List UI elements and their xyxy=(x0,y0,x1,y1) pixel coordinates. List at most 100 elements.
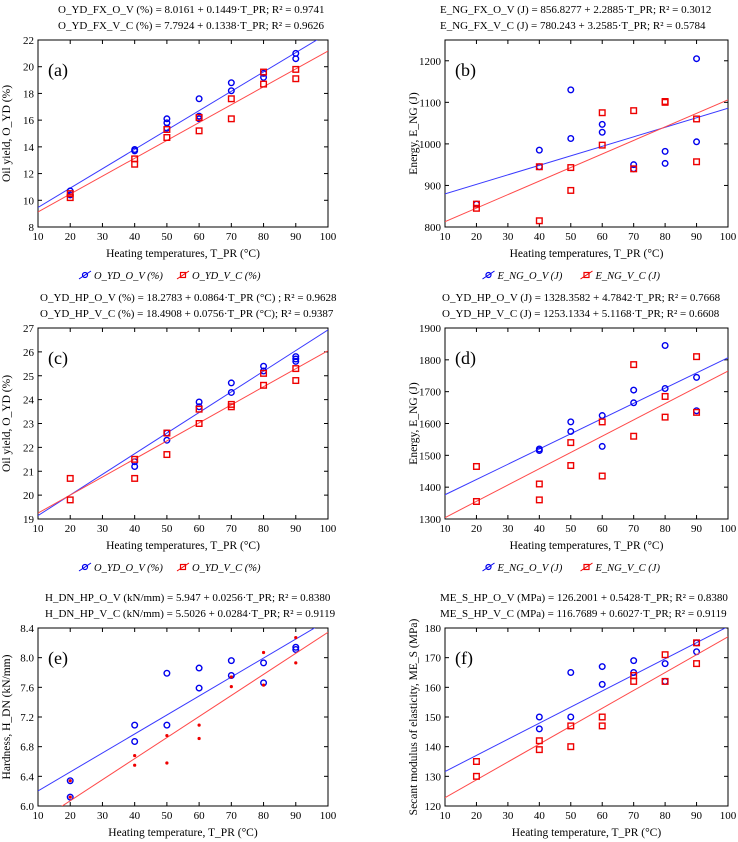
panel-b-point-o_v xyxy=(567,86,575,94)
panel-c-point-v_c xyxy=(163,429,171,437)
panel-b-ytick-label: 900 xyxy=(425,180,442,192)
panel-b-ytick-label: 1000 xyxy=(419,139,442,151)
panel-e-ytick-label: 6.0 xyxy=(20,801,34,813)
panel-a-ylabel: Oil yield, O_YD (%) xyxy=(1,85,13,182)
panel-a-legend-line xyxy=(176,270,190,280)
panel-a-point-v_c xyxy=(260,68,268,76)
panel-d-ytick-label: 1400 xyxy=(419,482,442,494)
panel-e-point-v_c xyxy=(229,684,233,689)
panel-b-xtick-label: 50 xyxy=(565,231,577,243)
panel-a-point-v_c xyxy=(227,115,235,123)
panel-c-ytick-label: 19 xyxy=(23,514,35,526)
panel-a-legend-label: O_YD_O_V (%) xyxy=(94,271,163,282)
panel-f-point-o_v xyxy=(598,680,606,688)
panel-d-point-v_c xyxy=(472,497,480,505)
panel-e-point-v_c xyxy=(197,723,201,727)
panel-e-point-o_v xyxy=(227,657,235,665)
panel-a-xtick-label: 100 xyxy=(320,231,337,243)
panel-e-point-v_c xyxy=(68,779,72,783)
panel-b-fit-v_c xyxy=(445,99,728,223)
panel-e-point-v_c xyxy=(133,763,137,767)
panel-f-point-o_v xyxy=(661,677,669,685)
panel-d-ylabel: Energy, E_NG (J) xyxy=(408,382,420,465)
panel-a-xtick-label: 10 xyxy=(33,231,45,243)
panel-a-fit-v_c xyxy=(38,50,328,213)
panel-d-fit-v_c xyxy=(445,370,728,519)
panel-f-ytick-label: 170 xyxy=(425,653,442,665)
panel-a-xtick-label: 60 xyxy=(194,231,206,243)
panel-b-xtick-label: 80 xyxy=(660,231,672,243)
panel-d-xtick-label: 70 xyxy=(628,523,640,535)
panel-a-xtick-label: 40 xyxy=(129,231,141,243)
panel-c-xtick-label: 90 xyxy=(290,523,302,535)
panel-a-point-o_v xyxy=(227,79,235,87)
panel-c-point-v_c xyxy=(227,400,235,408)
panel-d-legend-marker xyxy=(485,563,492,571)
panel-c-ytick-label: 25 xyxy=(23,371,35,383)
panel-c-xtick-label: 20 xyxy=(65,523,77,535)
panel-a-point-o_v xyxy=(195,95,203,103)
panel-d-xtick-label: 90 xyxy=(691,523,703,535)
panel-d-point-v_c xyxy=(630,432,638,440)
panel-c-xtick-label: 100 xyxy=(320,523,337,535)
panel-d-xtick-label: 10 xyxy=(440,523,452,535)
panel-d-point-o_v xyxy=(598,442,606,450)
panel-d-frame xyxy=(444,327,729,520)
panel-a-point-v_c xyxy=(195,127,203,135)
panel-c-xtick-label: 80 xyxy=(258,523,270,535)
panel-f-point-v_c xyxy=(661,677,669,685)
panel-a-point-v_c xyxy=(227,95,235,103)
panel-d-point-o_v xyxy=(661,342,669,350)
panel-e-xtick-label: 90 xyxy=(290,810,302,822)
panel-d-ytick-label: 1700 xyxy=(419,387,442,399)
panel-d-point-o_v xyxy=(567,418,575,426)
panel-f-point-o_v xyxy=(535,725,543,733)
panel-a-equation-2: O_YD_FX_V_C (%) = 7.7924 + 0.1338·T_PR; … xyxy=(58,20,325,32)
panel-c-fit-v_c xyxy=(38,350,328,514)
panel-d-ytick-label: 1500 xyxy=(419,450,442,462)
panel-c-point-v_c xyxy=(292,365,300,373)
panel-d-point-v_c xyxy=(598,472,606,480)
panel-c-xtick-label: 10 xyxy=(33,523,45,535)
panel-b-point-o_v xyxy=(693,55,701,63)
panel-e-point-v_c xyxy=(261,683,266,687)
panel-a-label: (a) xyxy=(48,60,68,81)
panel-d-point-v_c xyxy=(693,353,701,361)
panel-a-xtick-label: 80 xyxy=(258,231,270,243)
panel-f-point-o_v xyxy=(535,713,543,721)
panel-b-point-v_c xyxy=(598,141,606,149)
panel-c-point-v_c xyxy=(260,369,268,377)
panel-e-frame xyxy=(37,627,329,807)
panel-a-point-o_v xyxy=(292,49,300,57)
panel-d-point-v_c xyxy=(661,413,669,421)
panel-e-xtick-label: 20 xyxy=(65,810,77,822)
panel-a-ytick-label: 22 xyxy=(23,35,34,47)
panel-f-label: (f) xyxy=(455,648,473,669)
panel-c-xtick-label: 70 xyxy=(226,523,238,535)
panel-d-point-v_c xyxy=(535,480,543,488)
panel-b-xtick-label: 70 xyxy=(628,231,640,243)
panel-e-point-o_v xyxy=(131,721,139,729)
panel-f-point-v_c xyxy=(567,743,575,751)
panel-b-xtick-label: 20 xyxy=(471,231,483,243)
panel-a-ytick-label: 20 xyxy=(23,62,35,74)
panel-c-legend-label: O_YD_V_C (%) xyxy=(192,563,261,574)
panel-d-xtick-label: 60 xyxy=(597,523,609,535)
panel-b-point-o_v xyxy=(598,120,606,128)
panel-f-ytick-label: 130 xyxy=(425,771,442,783)
panel-a-ytick-label: 8 xyxy=(29,222,35,234)
panel-d-point-v_c xyxy=(535,496,543,504)
panel-c-ytick-label: 24 xyxy=(23,395,35,407)
panel-c-frame xyxy=(37,327,329,520)
panel-b-point-v_c xyxy=(693,115,701,123)
panel-e-ytick-label: 7.2 xyxy=(20,712,34,724)
panel-c-legend-marker xyxy=(179,563,187,571)
panel-b-point-v_c xyxy=(661,98,669,106)
panel-c-point-v_c xyxy=(131,474,139,482)
panel-f-point-o_v xyxy=(598,663,606,671)
panel-b-legend-line xyxy=(580,270,593,280)
panel-a-xtick-label: 30 xyxy=(97,231,109,243)
panel-f-xtick-label: 60 xyxy=(597,810,609,822)
panel-b-point-v_c xyxy=(472,200,480,208)
panel-d-xtick-label: 100 xyxy=(720,523,737,535)
